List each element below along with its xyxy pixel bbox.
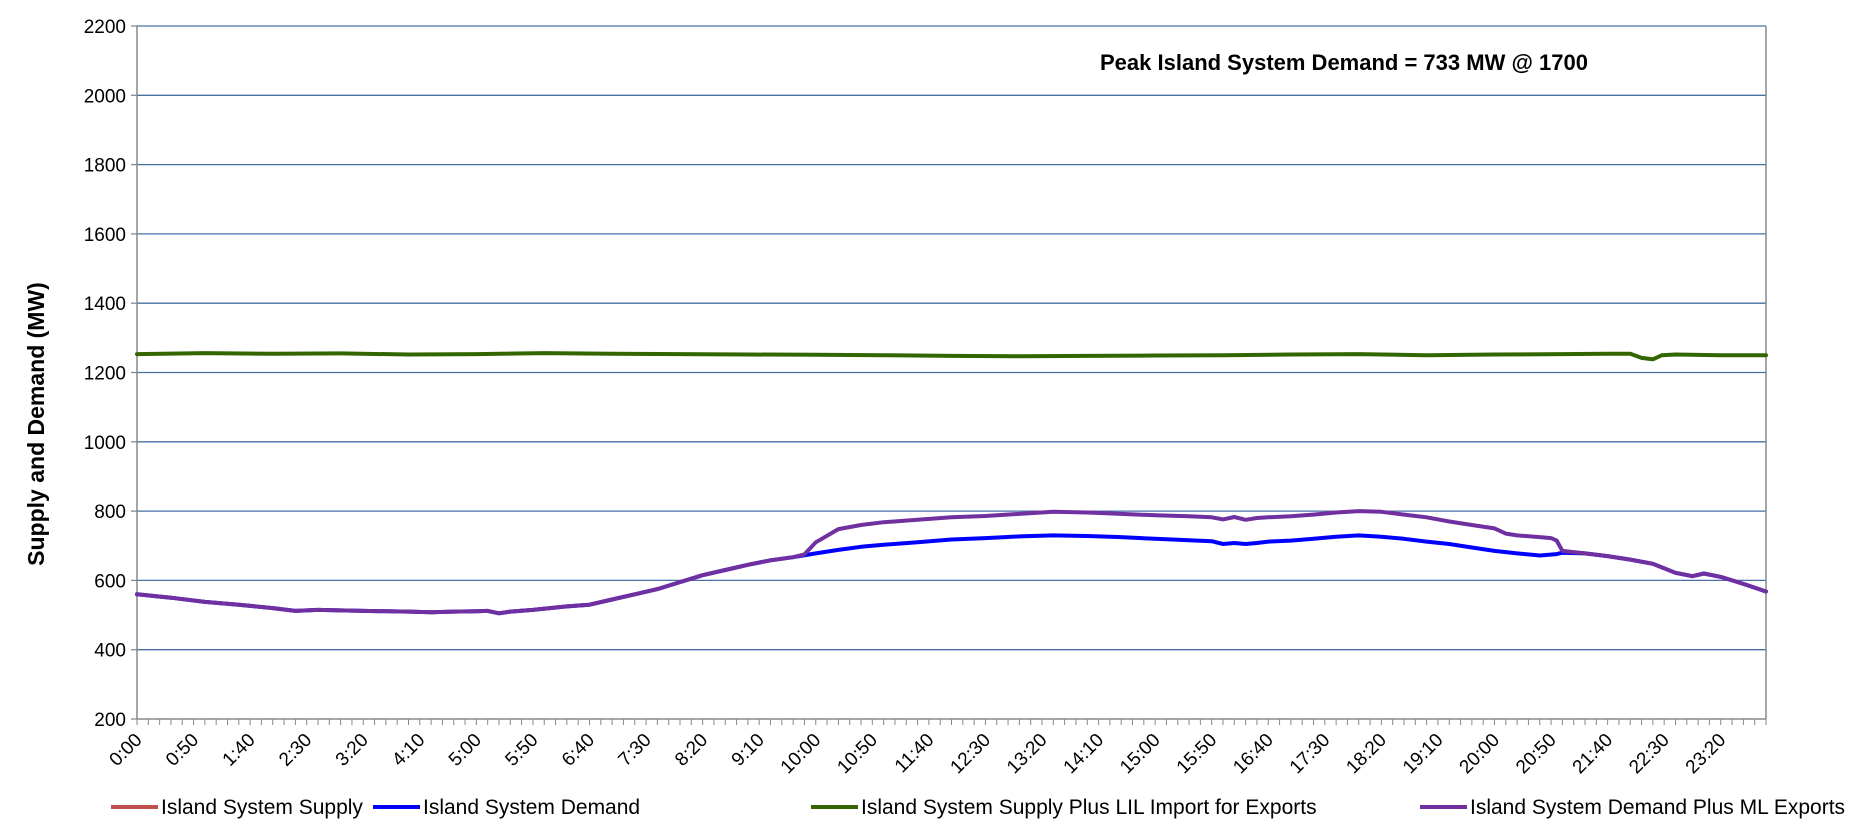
x-tick-label: 5:00 [445,730,486,771]
x-tick-label: 19:10 [1399,730,1447,778]
gridlines [137,25,1766,651]
x-tick-label: 0:50 [162,730,203,771]
y-tick-label: 2200 [84,17,126,38]
y-axis: 200 400 600 800 1000 1200 1400 1600 1800 2000 2200 [84,17,137,731]
x-tick-label: 11:40 [891,730,938,777]
y-tick-label: 800 [94,502,126,523]
y-tick-label: 1000 [84,433,126,454]
x-axis: 0:00 0:50 1:40 2:30 3:20 4:10 5:00 5:50 6:40 7:30… [106,719,1767,778]
x-tick-label: 7:30 [615,730,656,771]
y-tick-label: 2000 [84,86,126,107]
x-tick-label: 1:40 [219,730,260,771]
x-tick-label: 13:20 [1003,730,1051,778]
x-tick-label: 3:20 [332,730,373,771]
x-tick-label: 14:10 [1060,730,1108,778]
peak-demand-annotation: Peak Island System Demand = 733 MW @ 170… [1100,50,1588,75]
x-tick-label: 18:20 [1342,730,1390,778]
x-tick-label: 8:20 [671,730,712,771]
legend-label: Island System Supply [161,796,363,819]
y-tick-label: 200 [94,710,126,731]
x-tick-label: 21:40 [1569,730,1617,778]
y-tick-label: 1400 [84,294,126,315]
x-tick-label: 10:00 [777,730,825,778]
x-tick-label: 15:50 [1173,730,1221,778]
series-line [135,351,1768,362]
series-line [135,509,1768,616]
x-tick-label: 22:30 [1625,730,1673,778]
legend-label: Island System Supply Plus LIL Import for… [861,796,1317,819]
legend-label: Island System Demand [423,796,640,819]
series-line [135,533,1768,616]
x-tick-label: 15:00 [1116,730,1164,778]
y-tick-label: 1800 [84,156,126,177]
y-tick-label: 1200 [84,364,126,385]
y-axis-label: Supply and Demand (MW) [23,282,49,566]
x-tick-label: 20:50 [1512,730,1560,778]
x-tick-label: 17:30 [1286,730,1334,778]
x-tick-label: 5:50 [501,730,542,771]
legend: Island System Supply Island System Demand… [111,796,1845,819]
x-tick-label: 16:40 [1229,730,1277,778]
legend-label: Island System Demand Plus ML Exports [1470,796,1845,819]
x-tick-label: 10:50 [833,730,881,778]
x-tick-label: 23:20 [1682,730,1730,778]
x-tick-label: 0:00 [106,730,147,771]
x-tick-label: 20:00 [1456,730,1504,778]
x-tick-label: 2:30 [275,730,316,771]
x-tick-label: 4:10 [388,730,429,771]
y-tick-label: 600 [94,571,126,592]
x-tick-label: 6:40 [558,730,599,771]
y-tick-label: 1600 [84,225,126,246]
x-tick-label: 12:30 [947,730,995,778]
y-tick-label: 400 [94,641,126,662]
series-lines [135,351,1768,616]
x-tick-label: 9:10 [728,730,769,771]
